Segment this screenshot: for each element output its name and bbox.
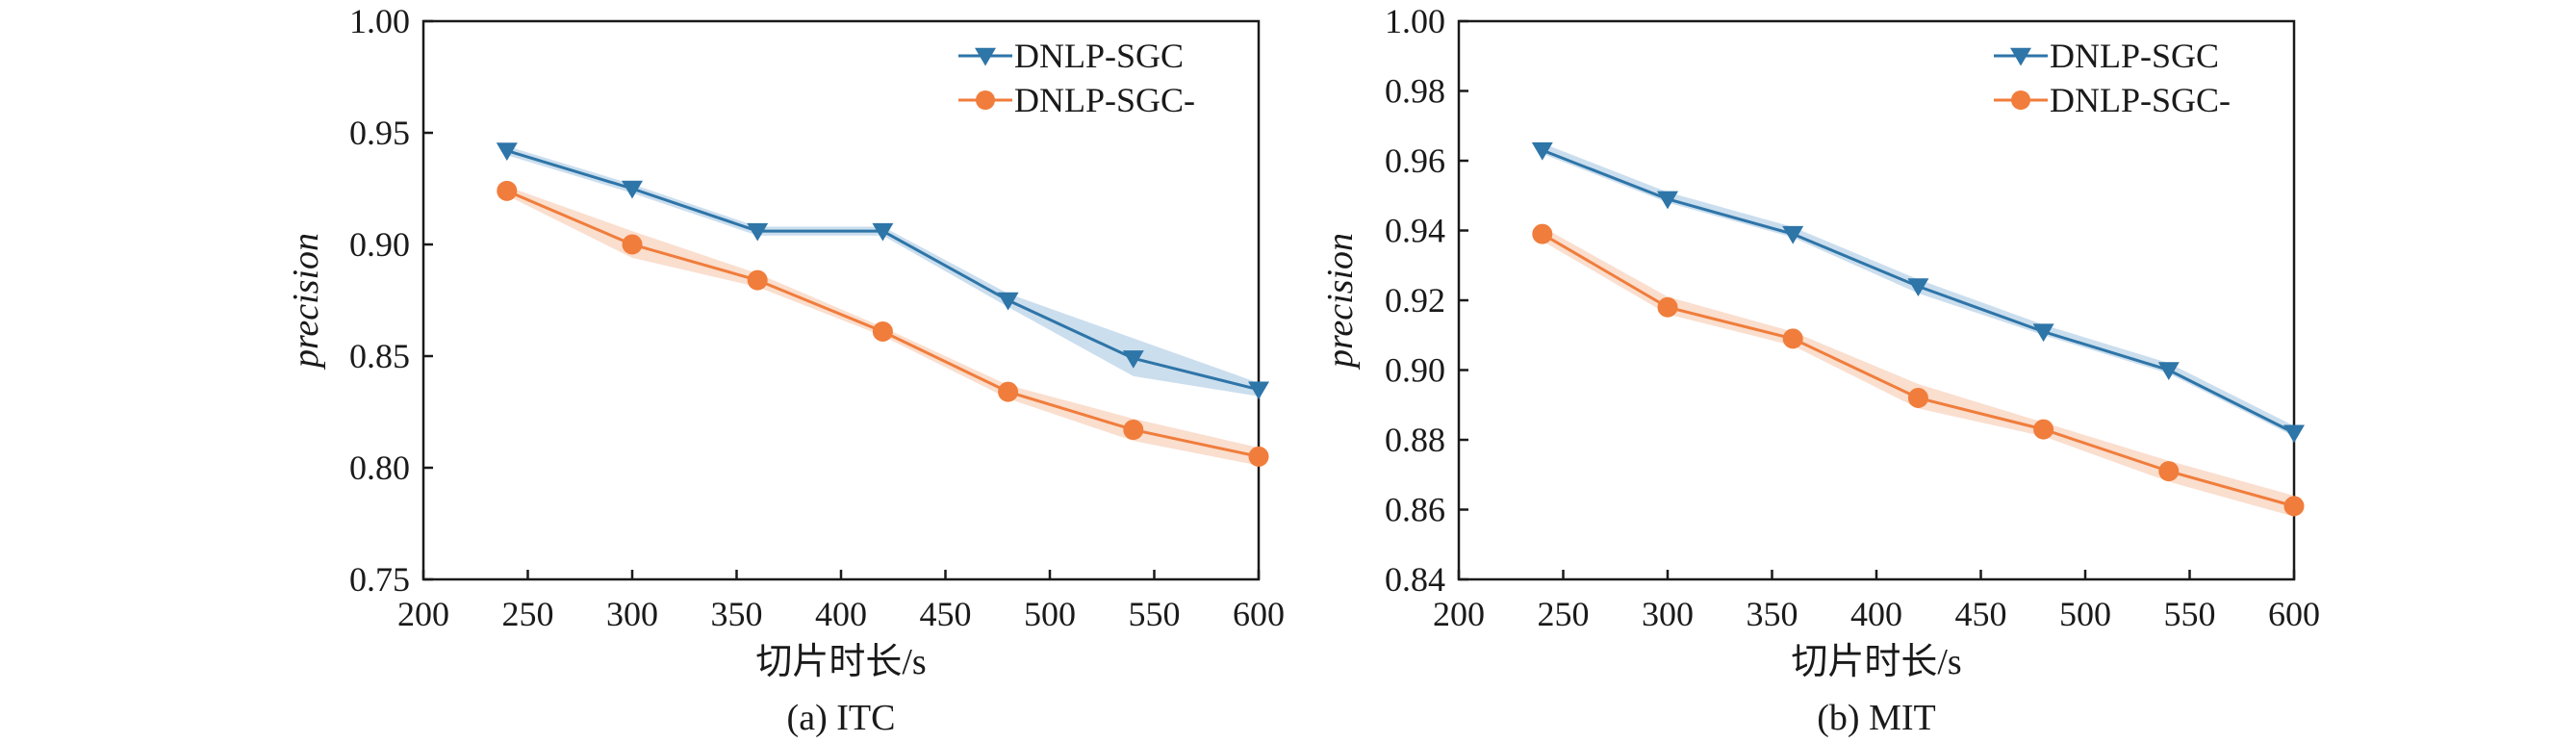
x-tick-label: 350 bbox=[1747, 595, 1798, 633]
y-tick-label: 0.85 bbox=[349, 337, 410, 375]
x-tick-label: 250 bbox=[502, 595, 554, 633]
y-tick-label: 0.86 bbox=[1385, 491, 1445, 529]
y-tick-label: 1.00 bbox=[1385, 2, 1445, 40]
chart-panel-mit: 200 250 300 350 400 450 500 550 600 0.84 0.86 0.88 0… bbox=[1320, 2, 2320, 738]
series-dnlp-sgc-point bbox=[1248, 381, 1269, 400]
y-axis-label: precision bbox=[1320, 233, 1361, 371]
series-dnlp-sgc-minus-point bbox=[872, 320, 893, 342]
x-tick-label: 500 bbox=[2059, 595, 2111, 633]
series-dnlp-sgc-minus-point bbox=[1123, 420, 1144, 441]
y-tick-label: 0.98 bbox=[1385, 72, 1445, 111]
x-tick-label: 250 bbox=[1538, 595, 1590, 633]
series-dnlp-sgc-point bbox=[1122, 350, 1144, 369]
panel-caption: (a) ITC bbox=[787, 698, 896, 738]
x-tick-label: 400 bbox=[815, 595, 867, 633]
series-dnlp-sgc-point bbox=[1531, 141, 1553, 161]
y-tick-label: 0.95 bbox=[349, 114, 410, 152]
series-dnlp-sgc-point bbox=[1782, 225, 1804, 244]
series-dnlp-sgc-legend-label: DNLP-SGC bbox=[2050, 37, 2219, 75]
series-dnlp-sgc-legend-marker bbox=[2010, 47, 2031, 66]
series-dnlp-sgc-legend-label: DNLP-SGC bbox=[1014, 37, 1184, 75]
x-tick-label: 200 bbox=[1433, 595, 1485, 633]
series-dnlp-sgc-point bbox=[997, 292, 1019, 311]
series-dnlp-sgc-minus-point bbox=[2033, 419, 2054, 440]
series-dnlp-sgc-minus-legend-label: DNLP-SGC- bbox=[2050, 81, 2231, 119]
series-dnlp-sgc-legend-marker bbox=[975, 47, 996, 66]
series-dnlp-sgc-minus-legend-marker bbox=[2011, 90, 2030, 110]
series-dnlp-sgc-point bbox=[496, 142, 518, 162]
series-dnlp-sgc-point bbox=[2032, 323, 2054, 343]
series-dnlp-sgc-minus-point bbox=[1657, 296, 1678, 318]
series-dnlp-sgc-minus-point bbox=[622, 234, 643, 255]
series-dnlp-sgc-point bbox=[1907, 278, 1929, 296]
x-tick-label: 500 bbox=[1024, 595, 1076, 633]
x-tick-label: 450 bbox=[1955, 595, 2007, 633]
series-dnlp-sgc-minus-point bbox=[998, 381, 1019, 402]
series-dnlp-sgc-minus-legend-marker bbox=[976, 90, 995, 110]
x-tick-label: 550 bbox=[1129, 595, 1181, 633]
series-dnlp-sgc-point bbox=[1657, 191, 1678, 210]
x-tick-label: 600 bbox=[1233, 595, 1285, 633]
x-tick-label: 450 bbox=[920, 595, 972, 633]
x-axis-label: 切片时长/s bbox=[1791, 642, 1961, 682]
x-tick-label: 200 bbox=[397, 595, 449, 633]
x-tick-label: 300 bbox=[606, 595, 658, 633]
series-dnlp-sgc-minus-band bbox=[506, 186, 1259, 466]
series-dnlp-sgc-point bbox=[2157, 362, 2180, 380]
x-tick-label: 550 bbox=[2164, 595, 2216, 633]
y-tick-label: 0.90 bbox=[1385, 351, 1445, 390]
series-dnlp-sgc-point bbox=[872, 222, 894, 242]
series-dnlp-sgc-minus-point bbox=[2158, 461, 2180, 482]
x-tick-label: 300 bbox=[1642, 595, 1694, 633]
series-dnlp-sgc-minus-legend-label: DNLP-SGC- bbox=[1014, 81, 1195, 119]
series-dnlp-sgc-point bbox=[747, 222, 769, 242]
chart-panel-itc: 200 250 300 350 400 450 500 550 600 0.75 0.80 0.85 0… bbox=[286, 2, 1285, 738]
series-dnlp-sgc-minus-point bbox=[1248, 446, 1269, 467]
y-tick-label: 0.94 bbox=[1385, 212, 1445, 250]
series-dnlp-sgc-minus-point bbox=[2283, 496, 2305, 517]
y-tick-label: 0.96 bbox=[1385, 141, 1445, 180]
y-tick-label: 1.00 bbox=[349, 2, 410, 40]
series-dnlp-sgc-point bbox=[622, 180, 643, 199]
y-tick-label: 0.75 bbox=[349, 560, 410, 599]
x-tick-label: 600 bbox=[2268, 595, 2320, 633]
y-tick-label: 0.90 bbox=[349, 225, 410, 264]
y-tick-label: 0.84 bbox=[1385, 560, 1445, 599]
series-dnlp-sgc-point bbox=[2283, 424, 2305, 444]
y-tick-label: 0.80 bbox=[349, 448, 410, 487]
y-tick-label: 0.88 bbox=[1385, 421, 1445, 459]
panel-caption: (b) MIT bbox=[1817, 698, 1935, 738]
series-dnlp-sgc-minus-point bbox=[1532, 223, 1553, 244]
series-dnlp-sgc-minus-point bbox=[497, 180, 518, 201]
x-axis-label: 切片时长/s bbox=[755, 642, 926, 682]
series-dnlp-sgc-minus-point bbox=[747, 269, 768, 291]
x-tick-label: 350 bbox=[711, 595, 763, 633]
y-tick-label: 0.92 bbox=[1385, 281, 1445, 320]
x-tick-label: 400 bbox=[1850, 595, 1902, 633]
series-dnlp-sgc-minus-point bbox=[1782, 328, 1803, 349]
series-dnlp-sgc-minus-point bbox=[1907, 388, 1928, 408]
series-dnlp-sgc-minus-band bbox=[1542, 226, 2294, 517]
y-axis-label: precision bbox=[286, 233, 326, 371]
